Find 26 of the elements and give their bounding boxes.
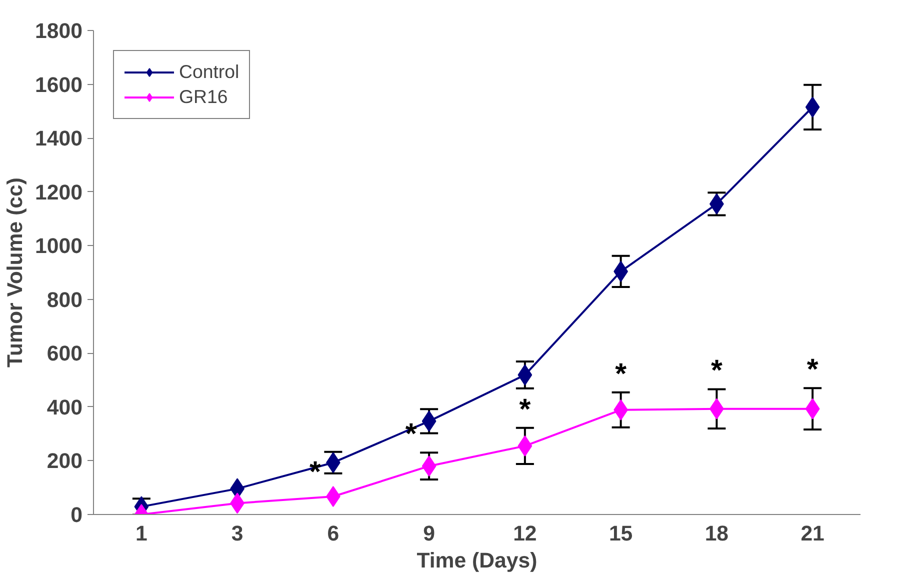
y-tick-label: 200	[46, 449, 83, 474]
y-tick-label: 1400	[35, 126, 83, 151]
x-tick-label: 15	[608, 522, 633, 546]
y-tick-label: 0	[70, 503, 83, 527]
legend-label: GR16	[179, 86, 228, 108]
x-tick-label: 9	[423, 522, 436, 546]
x-tick-label: 6	[327, 522, 340, 546]
y-tick-label: 600	[46, 342, 83, 366]
y-axis-title: Tumor Volume (cc)	[3, 178, 28, 368]
y-tick-label: 1600	[35, 72, 83, 97]
annotation: *	[519, 392, 532, 426]
x-tick-label: 21	[800, 522, 825, 546]
x-tick-label: 12	[513, 522, 537, 546]
annotation: *	[806, 353, 819, 386]
y-tick-label: 1200	[35, 180, 83, 204]
x-axis-title: Time (Days)	[416, 548, 538, 572]
x-tick-label: 3	[231, 522, 244, 546]
y-tick-label: 400	[46, 395, 83, 420]
y-tick-label: 800	[46, 288, 83, 312]
x-tick-label: 18	[704, 522, 729, 546]
annotation: *	[710, 354, 723, 388]
y-tick-label: 1000	[35, 234, 83, 258]
legend-label: Control	[179, 61, 240, 83]
x-tick-label: 1	[136, 522, 148, 546]
y-tick-label: 1800	[35, 19, 83, 43]
annotation: *	[615, 357, 628, 390]
